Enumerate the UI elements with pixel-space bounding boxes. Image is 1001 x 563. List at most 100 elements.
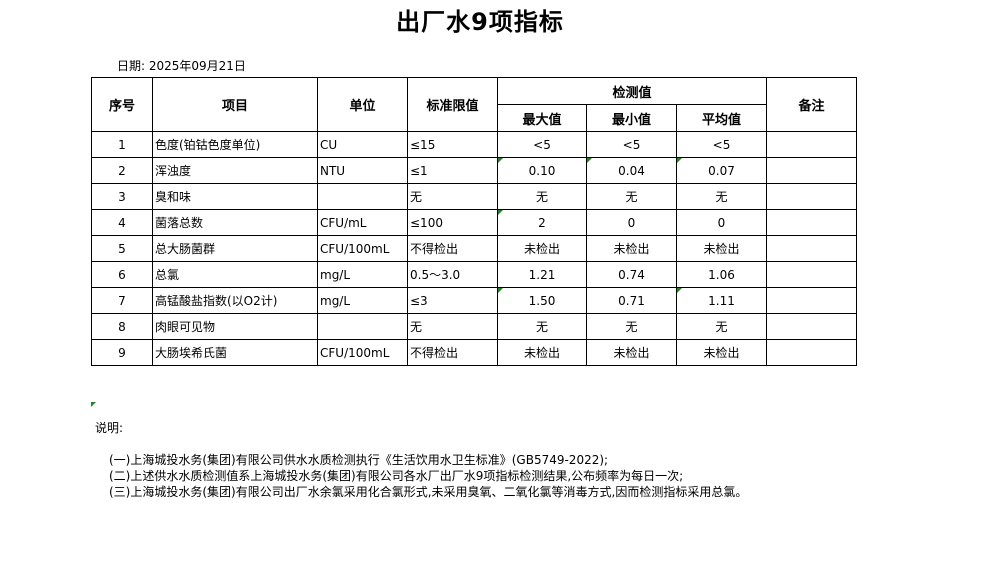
cell-text: 2 (538, 215, 546, 230)
cell-unit: CFU/100mL (317, 235, 408, 262)
cell-limit: ≤1 (407, 157, 498, 184)
cell-marker-icon (677, 158, 682, 163)
cell-no: 4 (91, 209, 153, 236)
cell-text: CFU/mL (320, 215, 367, 230)
cell-text: 0.5～3.0 (410, 268, 461, 282)
cell-item: 肉眼可见物 (152, 313, 318, 340)
cell-limit: ≤100 (407, 209, 498, 236)
cell-text: mg/L (320, 293, 351, 308)
water-quality-table: 序号 项目 单位 标准限值 检测值 备注 最大值 最小值 平均值 1 色度(铂钴色… (91, 77, 857, 366)
cell-text: <5 (533, 137, 551, 152)
cell-text: 无 (410, 320, 423, 334)
cell-limit: 无 (407, 183, 498, 210)
table-row: 9 大肠埃希氏菌 CFU/100mL 不得检出 未检出 未检出 未检出 (91, 339, 857, 366)
cell-item: 色度(铂钴色度单位) (152, 131, 318, 158)
cell-text: 未检出 (523, 346, 560, 360)
cell-remark (766, 235, 857, 262)
cell-text: 8 (118, 319, 126, 334)
cell-avg: 0 (676, 209, 767, 236)
header-unit: 单位 (317, 77, 408, 132)
cell-text: <5 (622, 137, 641, 152)
cell-no: 1 (91, 131, 153, 158)
cell-text: CFU/100mL (320, 241, 390, 256)
cell-text: CFU/100mL (320, 345, 390, 360)
cell-no: 3 (91, 183, 153, 210)
cell-no: 2 (91, 157, 153, 184)
cell-text: 无 (715, 190, 728, 204)
header-no: 序号 (91, 77, 153, 132)
note-line: (一)上海城投水务(集团)有限公司供水水质检测执行《生活饮用水卫生标准》(GB5… (109, 453, 609, 467)
cell-min: <5 (586, 131, 677, 158)
report-date: 日期: 2025年09月21日 (117, 59, 246, 73)
cell-max: 未检出 (497, 235, 587, 262)
cell-avg: 1.11 (676, 287, 767, 314)
cell-text: 1.21 (528, 267, 556, 282)
cell-text: 总大肠菌群 (155, 242, 216, 256)
cell-avg: <5 (676, 131, 767, 158)
cell-text: 0.74 (618, 267, 645, 282)
cell-no: 9 (91, 339, 153, 366)
header-max: 最大值 (497, 104, 587, 132)
cell-item: 总氯 (152, 261, 318, 288)
cell-no: 8 (91, 313, 153, 340)
cell-unit: NTU (317, 157, 408, 184)
cell-marker-icon (498, 158, 503, 163)
cell-limit: ≤3 (407, 287, 498, 314)
cell-remark (766, 183, 857, 210)
cell-text: 无 (625, 320, 638, 334)
cell-max: <5 (497, 131, 587, 158)
table-row: 7 高锰酸盐指数(以O2计) mg/L ≤3 1.50 0.71 1.11 (91, 287, 857, 314)
cell-marker-icon (91, 402, 96, 407)
cell-text: 色度(铂钴色度单位) (155, 138, 261, 152)
cell-marker-icon (677, 288, 682, 293)
cell-avg: 0.07 (676, 157, 767, 184)
cell-text: 无 (535, 320, 548, 334)
cell-text: 0.10 (528, 163, 556, 178)
cell-limit: 0.5～3.0 (407, 261, 498, 288)
cell-remark (766, 339, 857, 366)
cell-max: 未检出 (497, 339, 587, 366)
cell-min: 0.71 (586, 287, 677, 314)
cell-min: 未检出 (586, 235, 677, 262)
table-row: 8 肉眼可见物 无 无 无 无 (91, 313, 857, 340)
cell-text: 未检出 (613, 242, 650, 256)
header-limit: 标准限值 (407, 77, 498, 132)
cell-min: 无 (586, 313, 677, 340)
cell-item: 臭和味 (152, 183, 318, 210)
cell-max: 无 (497, 313, 587, 340)
cell-max: 无 (497, 183, 587, 210)
cell-text: 高锰酸盐指数(以O2计) (155, 294, 278, 308)
table-row: 1 色度(铂钴色度单位) CU ≤15 <5 <5 <5 (91, 131, 857, 158)
cell-text: <5 (712, 137, 731, 152)
cell-item: 高锰酸盐指数(以O2计) (152, 287, 318, 314)
cell-remark (766, 209, 857, 236)
cell-limit: 不得检出 (407, 235, 498, 262)
cell-avg: 未检出 (676, 339, 767, 366)
cell-text: 未检出 (703, 242, 740, 256)
cell-unit: CFU/100mL (317, 339, 408, 366)
cell-min: 0.74 (586, 261, 677, 288)
cell-text: 总氯 (155, 268, 180, 282)
cell-text: 不得检出 (410, 242, 459, 256)
header-remark: 备注 (766, 77, 857, 132)
cell-no: 5 (91, 235, 153, 262)
cell-limit: 不得检出 (407, 339, 498, 366)
cell-remark (766, 157, 857, 184)
cell-text: 0 (717, 215, 726, 230)
cell-limit: ≤15 (407, 131, 498, 158)
table-row: 4 菌落总数 CFU/mL ≤100 2 0 0 (91, 209, 857, 236)
cell-text: 3 (118, 189, 126, 204)
cell-max: 1.21 (497, 261, 587, 288)
notes: 说明: (一)上海城投水务(集团)有限公司供水水质检测执行《生活饮用水卫生标准》… (95, 420, 747, 500)
cell-unit: mg/L (317, 287, 408, 314)
cell-unit: CFU/mL (317, 209, 408, 236)
cell-marker-icon (587, 158, 592, 163)
cell-no: 6 (91, 261, 153, 288)
header-measured: 检测值 (497, 77, 767, 105)
table-row: 5 总大肠菌群 CFU/100mL 不得检出 未检出 未检出 未检出 (91, 235, 857, 262)
cell-text: 0.04 (618, 163, 645, 178)
cell-text: 9 (118, 345, 126, 360)
cell-min: 0.04 (586, 157, 677, 184)
header-min: 最小值 (586, 104, 677, 132)
cell-text: 未检出 (703, 346, 740, 360)
